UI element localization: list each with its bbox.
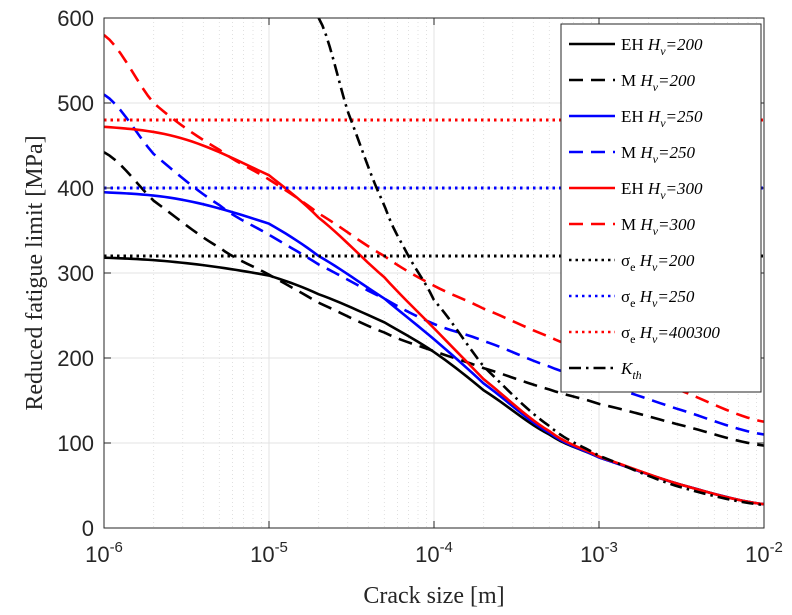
- x-tick-label: 10-2: [745, 539, 783, 567]
- legend-label-m250: M Hv=250: [621, 143, 695, 166]
- legend-label-se300: σe Hv=400300: [621, 323, 720, 346]
- series-line-m250: [104, 93, 764, 436]
- x-axis-title: Crack size [m]: [363, 583, 504, 609]
- y-tick-label: 200: [57, 346, 94, 371]
- legend-label-m300: M Hv=300: [621, 215, 695, 238]
- series-line-eh300: [104, 125, 764, 506]
- series-line-kth: [317, 18, 764, 507]
- tick-labels: 0 100 200 300 400 500 600 10-6 10-5 10-4 10-3 10-2: [57, 6, 783, 567]
- y-tick-label: 500: [57, 91, 94, 116]
- y-axis-title: Reduced fatigue limit [MPa]: [22, 135, 48, 410]
- x-tick-label: 10-6: [85, 539, 123, 567]
- x-tick-label: 10-4: [415, 539, 453, 567]
- legend-label-se200: σe Hv=200: [621, 251, 695, 274]
- legend-label-eh250: EH Hv=250: [621, 107, 703, 130]
- y-tick-label: 100: [57, 431, 94, 456]
- legend-label-se250: σe Hv=250: [621, 287, 695, 310]
- legend-label-kth: Kth: [620, 359, 642, 382]
- legend-label-eh300: EH Hv=300: [621, 179, 703, 202]
- y-tick-label: 600: [57, 6, 94, 31]
- legend: EH Hv=200 M Hv=200 EH Hv=250 M Hv=250 EH Hv=…: [560, 23, 762, 393]
- legend-label-eh200: EH Hv=200: [621, 35, 703, 58]
- y-tick-label: 300: [57, 261, 94, 286]
- series-line-m200: [104, 151, 764, 447]
- legend-box: [560, 23, 762, 393]
- series-line-m300: [104, 34, 764, 424]
- x-tick-label: 10-5: [250, 539, 288, 567]
- series-layer: [104, 18, 764, 507]
- y-tick-label: 0: [82, 516, 94, 541]
- legend-label-m200: M Hv=200: [621, 71, 695, 94]
- y-tick-label: 400: [57, 176, 94, 201]
- x-tick-label: 10-3: [580, 539, 618, 567]
